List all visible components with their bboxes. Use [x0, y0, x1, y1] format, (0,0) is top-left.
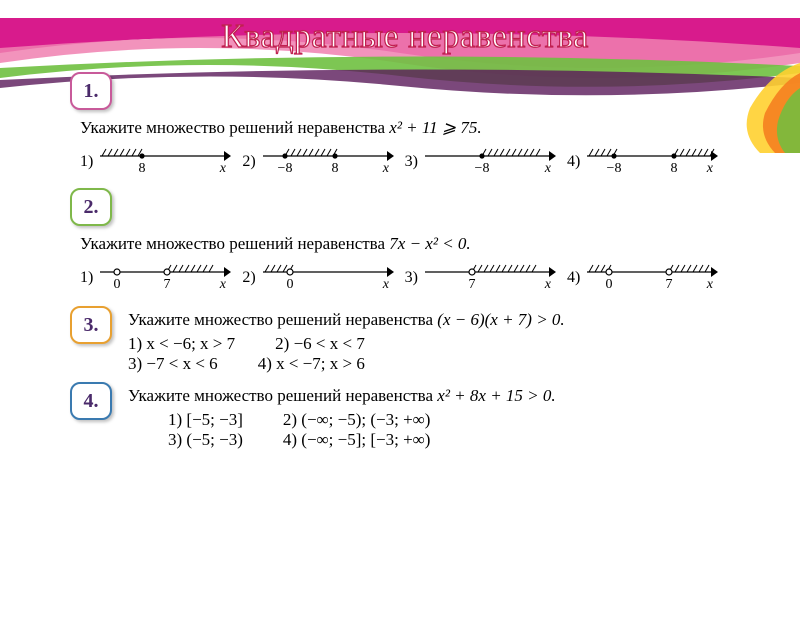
option-number: 1) [80, 153, 93, 171]
p4-ans-1: 1) [−5; −3] [168, 410, 243, 430]
p1-option-1: 1)8x [80, 142, 232, 182]
p1-prefix: Укажите множество решений неравенства [80, 118, 389, 137]
number-line: −8 8 x [584, 142, 719, 182]
p1-formula: x² + 11 ⩾ 75. [389, 118, 481, 137]
svg-text:−8: −8 [607, 161, 622, 176]
badge-1-label: 1. [84, 80, 99, 103]
p2-prefix: Укажите множество решений неравенства [80, 234, 389, 253]
problem-3-text: Укажите множество решений неравенства (x… [128, 310, 750, 330]
p3-ans-4: 4) x < −7; x > 6 [258, 354, 365, 374]
badge-3: 3. [70, 306, 112, 344]
svg-text:x: x [219, 161, 227, 176]
badge-1: 1. [70, 72, 112, 110]
p1-option-3: 3) −8 x [405, 142, 557, 182]
p3-ans-3: 3) −7 < x < 6 [128, 354, 218, 374]
option-number: 1) [80, 269, 93, 287]
problem-1-text: Укажите множество решений неравенства x²… [80, 118, 750, 138]
svg-text:8: 8 [331, 161, 338, 176]
svg-text:x: x [706, 277, 714, 292]
problem-4-text: Укажите множество решений неравенства x²… [128, 386, 750, 406]
p2-option-3: 3)7x [405, 258, 557, 298]
svg-text:7: 7 [666, 277, 673, 292]
badge-2-label: 2. [84, 196, 99, 219]
svg-text:7: 7 [164, 277, 171, 292]
p2-option-1: 1) 0 7 x [80, 258, 232, 298]
p3-ans-1: 1) x < −6; x > 7 [128, 334, 235, 354]
p4-formula: x² + 8x + 15 > 0. [437, 386, 555, 405]
p3-prefix: Укажите множество решений неравенства [128, 310, 437, 329]
problem-2-options: 1)07x2)0x3)7x4)07x [80, 258, 750, 298]
svg-text:x: x [544, 161, 552, 176]
svg-text:x: x [381, 277, 389, 292]
option-number: 3) [405, 153, 418, 171]
problem-2-text: Укажите множество решений неравенства 7x… [80, 234, 750, 254]
option-number: 2) [242, 153, 255, 171]
p4-ans-4: 4) (−∞; −5]; [−3; +∞) [283, 430, 431, 450]
p3-ans-2: 2) −6 < x < 7 [275, 334, 365, 354]
page-title: Квадратные неравенства [60, 18, 750, 56]
svg-text:−8: −8 [277, 161, 292, 176]
svg-text:0: 0 [286, 277, 293, 292]
title-text: Квадратные неравенства [221, 18, 589, 55]
number-line: −8 8 x [260, 142, 395, 182]
svg-text:x: x [544, 277, 552, 292]
option-number: 4) [567, 153, 580, 171]
svg-text:−8: −8 [475, 161, 490, 176]
svg-text:0: 0 [114, 277, 121, 292]
number-line: −8 x [422, 142, 557, 182]
svg-text:x: x [706, 161, 714, 176]
p3-formula: (x − 6)(x + 7) > 0. [437, 310, 564, 329]
p4-ans-2: 2) (−∞; −5); (−3; +∞) [283, 410, 431, 430]
problem-1-options: 1)8x2)−88x3)−8x4)−88x [80, 142, 750, 182]
badge-2: 2. [70, 188, 112, 226]
badge-3-label: 3. [84, 314, 99, 337]
option-number: 4) [567, 269, 580, 287]
p1-option-4: 4) −8 8 x [567, 142, 719, 182]
svg-text:0: 0 [606, 277, 613, 292]
svg-text:8: 8 [139, 161, 146, 176]
option-number: 2) [242, 269, 255, 287]
svg-text:x: x [219, 277, 227, 292]
badge-4-label: 4. [84, 390, 99, 413]
svg-text:x: x [381, 161, 389, 176]
option-number: 3) [405, 269, 418, 287]
svg-text:7: 7 [468, 277, 475, 292]
number-line: 7x [422, 258, 557, 298]
number-line: 0 7 x [97, 258, 232, 298]
number-line: 0x [260, 258, 395, 298]
p1-option-2: 2) −8 8 x [242, 142, 394, 182]
number-line: 8x [97, 142, 232, 182]
number-line: 0 7 x [584, 258, 719, 298]
p2-formula: 7x − x² < 0. [389, 234, 470, 253]
p2-option-4: 4) 0 7 x [567, 258, 719, 298]
p2-option-2: 2)0x [242, 258, 394, 298]
svg-text:8: 8 [671, 161, 678, 176]
p4-ans-3: 3) (−5; −3) [168, 430, 243, 450]
p4-prefix: Укажите множество решений неравенства [128, 386, 437, 405]
badge-4: 4. [70, 382, 112, 420]
